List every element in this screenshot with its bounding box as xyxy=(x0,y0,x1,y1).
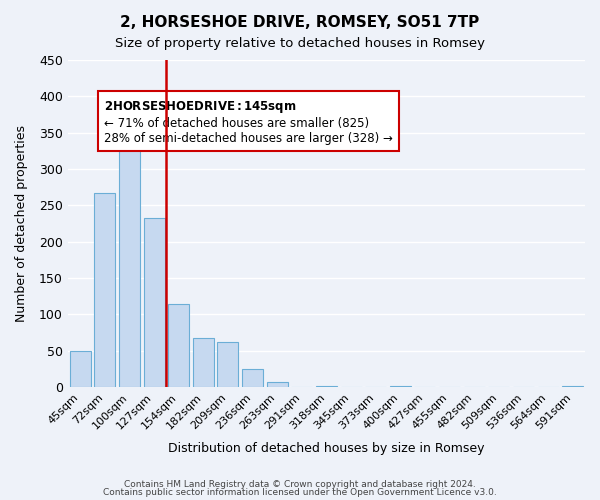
Text: Size of property relative to detached houses in Romsey: Size of property relative to detached ho… xyxy=(115,38,485,51)
Bar xyxy=(143,218,164,387)
X-axis label: Distribution of detached houses by size in Romsey: Distribution of detached houses by size … xyxy=(168,442,485,455)
Y-axis label: Number of detached properties: Number of detached properties xyxy=(15,125,28,322)
Bar xyxy=(94,193,115,387)
Bar xyxy=(562,386,583,387)
Text: $\bf{2 HORSESHOE DRIVE: 145sqm}$
← 71% of detached houses are smaller (825)
28% : $\bf{2 HORSESHOE DRIVE: 145sqm}$ ← 71% o… xyxy=(104,99,393,145)
Text: Contains HM Land Registry data © Crown copyright and database right 2024.: Contains HM Land Registry data © Crown c… xyxy=(124,480,476,489)
Bar xyxy=(119,140,140,387)
Bar xyxy=(267,382,287,387)
Text: 2, HORSESHOE DRIVE, ROMSEY, SO51 7TP: 2, HORSESHOE DRIVE, ROMSEY, SO51 7TP xyxy=(121,15,479,30)
Bar xyxy=(193,338,214,387)
Text: Contains public sector information licensed under the Open Government Licence v3: Contains public sector information licen… xyxy=(103,488,497,497)
Bar xyxy=(168,304,189,387)
Bar xyxy=(390,386,411,387)
Bar xyxy=(70,350,91,387)
Bar xyxy=(316,386,337,387)
Bar xyxy=(242,369,263,387)
Bar xyxy=(217,342,238,387)
